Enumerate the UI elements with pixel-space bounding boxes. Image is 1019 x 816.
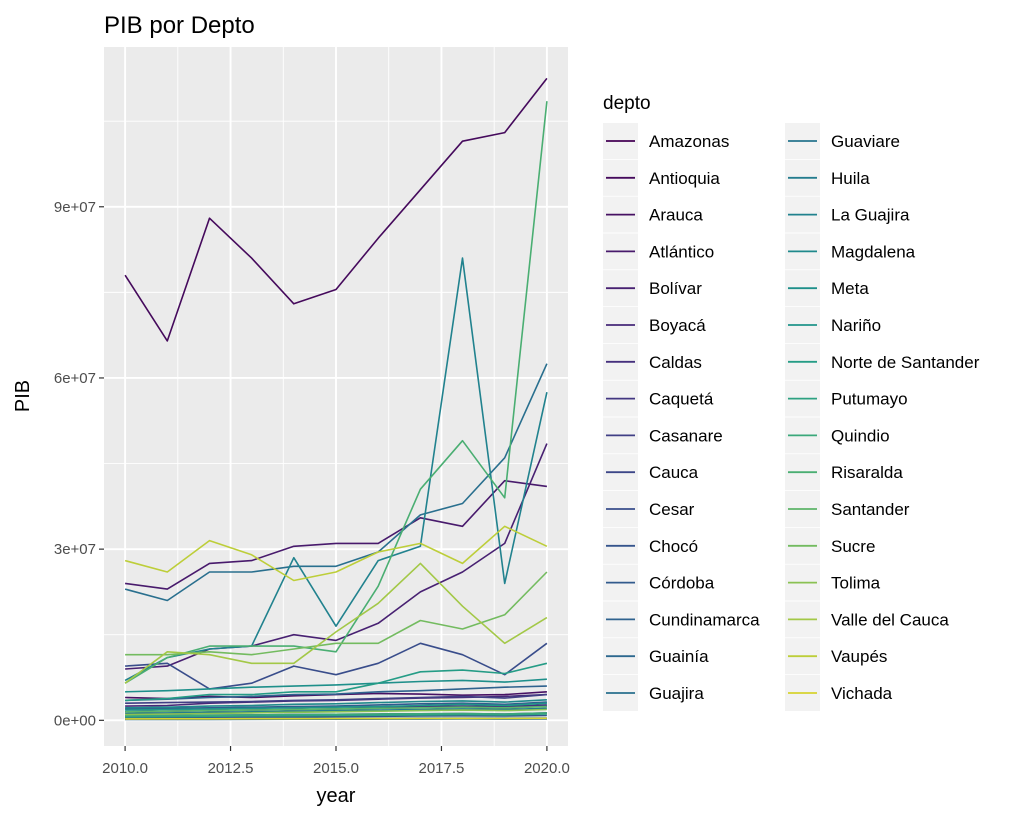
series-line-sucre	[125, 571, 548, 656]
legend: Amazonas Antioquia Arauca Atlántico Bolívar B…	[603, 123, 980, 711]
series-line-valle-del-cauca	[124, 562, 548, 684]
series-line-choco	[125, 714, 547, 719]
legend-label: Guaviare	[831, 132, 900, 151]
y-axis-ticks: 0e+00 3e+07 6e+07 9e+07	[54, 199, 104, 729]
series-line-putumayo	[125, 713, 547, 718]
legend-label: Boyacá	[649, 316, 706, 335]
legend-label: Vaupés	[831, 647, 887, 666]
legend-label: Huila	[831, 169, 870, 188]
legend-label: Quindio	[831, 426, 890, 445]
x-tick-label: 2010.0	[102, 760, 148, 777]
legend-label: Cundinamarca	[649, 610, 760, 629]
series-line-atlantico	[124, 479, 548, 590]
legend-label: Guainía	[649, 647, 709, 666]
legend-label: Caldas	[649, 353, 702, 372]
y-axis-title: PIB	[12, 380, 34, 412]
series-line-narino	[125, 702, 547, 711]
legend-label: Santander	[831, 500, 910, 519]
series-line-la-guajira	[124, 257, 548, 682]
legend-label: Atlántico	[649, 242, 714, 261]
legend-label: Vichada	[831, 684, 893, 703]
grid-lines	[104, 47, 568, 746]
legend-label: La Guajira	[831, 206, 910, 225]
series-line-cordoba	[125, 701, 547, 710]
series-line-tolima	[125, 708, 547, 716]
legend-label: Putumayo	[831, 390, 908, 409]
series-line-risaralda	[124, 101, 548, 684]
series-line-cundinamarca	[125, 685, 547, 702]
series-line-bolivar	[125, 443, 548, 670]
series-lines	[124, 77, 548, 721]
legend-label: Caquetá	[649, 390, 714, 409]
legend-title: depto	[603, 93, 651, 114]
series-line-meta	[125, 678, 547, 693]
series-line-vichada	[125, 717, 547, 720]
series-line-casanare	[125, 693, 547, 704]
legend-label: Cauca	[649, 463, 699, 482]
x-tick-label: 2017.5	[419, 760, 465, 777]
series-line-huila	[125, 707, 547, 715]
legend-label: Antioquia	[649, 169, 720, 188]
legend-label: Casanare	[649, 426, 723, 445]
legend-label: Valle del Cauca	[831, 610, 949, 629]
legend-label: Amazonas	[649, 132, 729, 151]
series-line-antioquia	[124, 77, 548, 342]
legend-label: Meta	[831, 279, 869, 298]
legend-label: Córdoba	[649, 574, 715, 593]
legend-label: Magdalena	[831, 242, 916, 261]
y-tick-label: 3e+07	[54, 541, 96, 558]
legend-label: Nariño	[831, 316, 881, 335]
x-axis-title: year	[317, 785, 356, 807]
x-tick-label: 2020.0	[524, 760, 570, 777]
legend-label: Arauca	[649, 206, 703, 225]
x-tick-label: 2012.5	[208, 760, 254, 777]
legend-label: Cesar	[649, 500, 695, 519]
series-line-cesar	[125, 642, 548, 690]
series-line-santander	[125, 705, 547, 713]
chart-title: PIB por Depto	[104, 12, 255, 39]
series-line-guajira	[124, 363, 548, 602]
y-tick-label: 6e+07	[54, 370, 96, 387]
legend-label: Risaralda	[831, 463, 903, 482]
legend-label: Norte de Santander	[831, 353, 980, 372]
series-line-norte-de-santander	[125, 662, 548, 702]
legend-label: Tolima	[831, 574, 881, 593]
series-line-vaupes	[124, 525, 548, 582]
x-tick-label: 2015.0	[313, 760, 359, 777]
legend-label: Chocó	[649, 537, 698, 556]
y-tick-label: 9e+07	[54, 199, 96, 216]
series-line-quindio	[125, 712, 547, 717]
legend-label: Bolívar	[649, 279, 702, 298]
y-tick-label: 0e+00	[54, 712, 96, 729]
legend-label: Guajira	[649, 684, 704, 703]
legend-label: Sucre	[831, 537, 875, 556]
series-line-magdalena	[125, 699, 547, 709]
x-axis-ticks: 2010.0 2012.5 2015.0 2017.5 2020.0	[102, 746, 570, 777]
